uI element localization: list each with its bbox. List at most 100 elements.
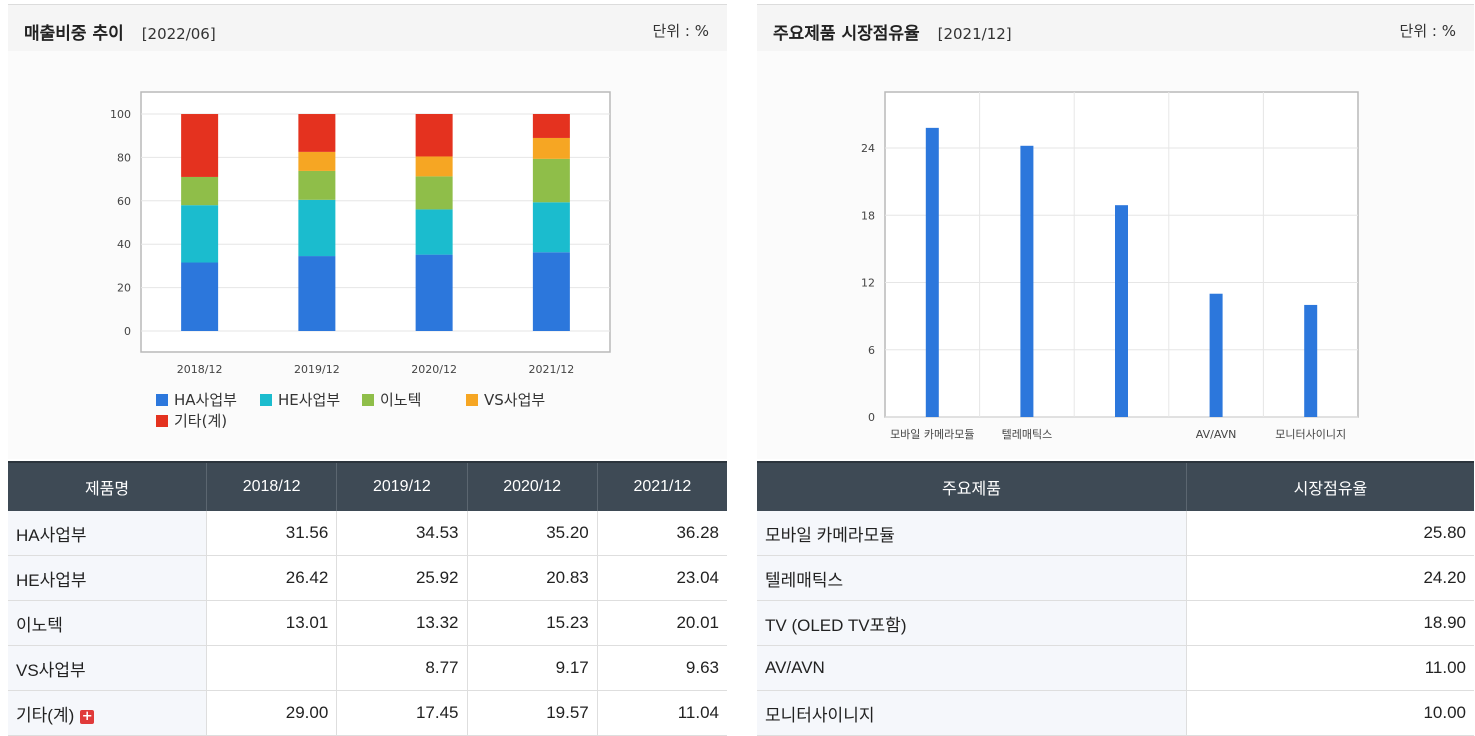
row-label: HA사업부 — [8, 511, 207, 556]
cell: 11.00 — [1185, 645, 1474, 691]
cell: 25.92 — [336, 555, 468, 601]
cell: 24.20 — [1185, 555, 1474, 601]
row-label: 모니터사이니지 — [757, 690, 1187, 736]
cell: 13.32 — [336, 600, 468, 646]
cell: 29.00 — [206, 690, 337, 736]
legend-swatch — [156, 394, 168, 406]
y-tick-label: 18 — [861, 209, 875, 222]
row-label: HE사업부 — [8, 555, 207, 601]
legend-swatch — [362, 394, 374, 406]
table-row: TV (OLED TV포함) 18.90 — [757, 600, 1474, 646]
y-tick-label: 20 — [117, 282, 131, 295]
x-tick-label: AV/AVN — [1196, 428, 1237, 441]
row-label: AV/AVN — [757, 645, 1187, 691]
y-tick-label: 100 — [110, 108, 131, 121]
x-tick-label: 모니터사이니지 — [1275, 428, 1346, 441]
bar — [1304, 304, 1318, 417]
row-label: 이노텍 — [8, 600, 207, 646]
cell: 11.04 — [596, 690, 727, 736]
bar-segment — [532, 202, 570, 253]
legend-label: 이노텍 — [380, 391, 421, 409]
col-header: 2018/12 — [206, 461, 337, 511]
cell: 9.17 — [466, 645, 598, 691]
bar-segment — [298, 170, 336, 200]
bar — [1020, 145, 1034, 418]
cell: 9.63 — [596, 645, 727, 691]
table-header-row: 제품명 2018/12 2019/12 2020/12 2021/12 — [8, 461, 727, 511]
bar — [1209, 293, 1223, 417]
cell: 13.01 — [206, 600, 337, 646]
x-tick-label: 2018/12 — [177, 363, 223, 376]
y-tick-label: 60 — [117, 195, 131, 208]
cell: 23.04 — [596, 555, 727, 601]
market-share-chart-area: 0 6 12 18 24 모바일 카메라모듈 텔레매틱스 AV/AVN 모니터사이니지 — [757, 51, 1474, 459]
bar-segment — [415, 176, 453, 210]
table-row: HE사업부 26.42 25.92 20.83 23.04 — [8, 555, 727, 601]
cell: 19.57 — [466, 690, 598, 736]
row-label-text: 기타(계) — [16, 705, 75, 725]
table-row: VS사업부 8.77 9.17 9.63 — [8, 645, 727, 691]
legend-label: HA사업부 — [174, 391, 237, 409]
sales-mix-chart: 0 20 40 60 80 100 2018/12 2019/12 2020/12 2021/12… — [110, 91, 611, 430]
bar-segment — [298, 199, 336, 257]
cell: 36.28 — [596, 511, 727, 556]
x-tick-label: 모바일 카메라모듈 — [890, 427, 974, 441]
bar-segment — [181, 262, 219, 331]
legend-swatch — [260, 394, 272, 406]
plus-icon[interactable]: + — [80, 708, 95, 724]
market-share-unit: 단위 : % — [1399, 22, 1456, 40]
table-row: 모니터사이니지 10.00 — [757, 690, 1474, 736]
y-tick-label: 0 — [124, 325, 131, 338]
table-row: 모바일 카메라모듈 25.80 — [757, 511, 1474, 556]
bar-segment — [532, 114, 570, 138]
row-label: TV (OLED TV포함) — [757, 600, 1187, 646]
cell: 31.56 — [206, 511, 337, 556]
table-row: HA사업부 31.56 34.53 35.20 36.28 — [8, 511, 727, 556]
bar-segment — [532, 137, 570, 159]
bar-segment — [415, 254, 453, 331]
cell — [206, 645, 337, 691]
market-share-table: 주요제품 시장점유율 모바일 카메라모듈 25.80 텔레매틱스 24.20 T… — [757, 461, 1474, 736]
col-header: 2019/12 — [336, 461, 468, 511]
col-header: 2021/12 — [596, 461, 727, 511]
bar-segment — [181, 176, 219, 206]
cell: 34.53 — [336, 511, 468, 556]
y-tick-label: 80 — [117, 151, 131, 164]
sales-mix-table: 제품명 2018/12 2019/12 2020/12 2021/12 HA사업… — [8, 461, 727, 736]
sales-mix-title-text: 매출비중 추이 — [24, 24, 124, 44]
bar — [925, 127, 939, 418]
market-share-date: [2021/12] — [937, 25, 1012, 43]
legend-swatch — [156, 415, 168, 427]
bar-segment — [415, 156, 453, 177]
y-tick-label: 40 — [117, 238, 131, 251]
legend-label: 기타(계) — [174, 412, 227, 430]
table-row: 기타(계) + 29.00 17.45 19.57 11.04 — [8, 690, 727, 736]
x-tick-label: 텔레매틱스 — [1002, 428, 1053, 441]
bar-segment — [298, 114, 336, 152]
cell: 20.01 — [596, 600, 727, 646]
bar-segment — [181, 114, 219, 177]
bar-segment — [532, 158, 570, 203]
bar — [1115, 205, 1128, 417]
cell: 17.45 — [336, 690, 468, 736]
bar-segment — [415, 114, 453, 157]
cell: 18.90 — [1185, 600, 1474, 646]
cell: 10.00 — [1185, 690, 1474, 736]
y-tick-label: 24 — [861, 142, 875, 155]
y-tick-label: 12 — [861, 277, 875, 290]
row-label: 모바일 카메라모듈 — [757, 511, 1187, 556]
x-tick-label: 2021/12 — [529, 363, 575, 376]
col-header: 2020/12 — [466, 461, 598, 511]
x-tick-label: 2019/12 — [294, 363, 340, 376]
col-header: 제품명 — [8, 461, 207, 511]
row-label: 기타(계) + — [8, 690, 207, 736]
bar-segment — [532, 252, 570, 331]
table-row: 텔레매틱스 24.20 — [757, 555, 1474, 601]
x-tick-label: 2020/12 — [411, 363, 457, 376]
table-header-row: 주요제품 시장점유율 — [757, 461, 1474, 511]
table-row: AV/AVN 11.00 — [757, 645, 1474, 691]
bar-segment — [298, 256, 336, 331]
y-tick-label: 6 — [868, 344, 875, 357]
bar-segment — [415, 209, 453, 255]
sales-mix-unit: 단위 : % — [652, 22, 709, 40]
